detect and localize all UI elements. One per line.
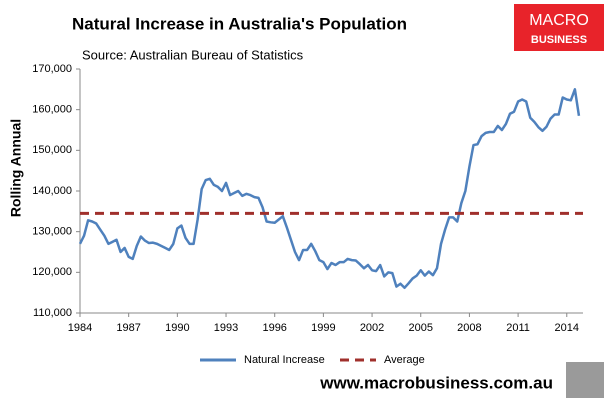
chart-title: Natural Increase in Australia's Populati… (72, 14, 407, 33)
x-tick-label: 1987 (116, 322, 140, 334)
chart-subtitle: Source: Australian Bureau of Statistics (82, 47, 304, 62)
x-tick-label: 1999 (311, 322, 335, 334)
x-tick-label: 2005 (408, 322, 432, 334)
x-tick-label: 2014 (555, 322, 579, 334)
x-tick-label: 1993 (214, 322, 238, 334)
wolf-icon (566, 362, 604, 398)
y-tick-label: 130,000 (32, 226, 72, 238)
x-tick-label: 1996 (262, 322, 286, 334)
legend-label: Average (384, 354, 425, 366)
x-tick-label: 1990 (165, 322, 189, 334)
logo-text: MACRO (529, 12, 589, 29)
y-tick-label: 170,000 (32, 63, 72, 75)
y-tick-label: 140,000 (32, 185, 72, 197)
x-tick-label: 1984 (68, 322, 92, 334)
x-tick-label: 2011 (506, 322, 530, 334)
y-tick-label: 150,000 (32, 144, 72, 156)
y-axis-label: Rolling Annual (8, 119, 24, 217)
y-tick-label: 160,000 (32, 104, 72, 116)
logo-box (514, 4, 604, 51)
x-tick-label: 2008 (457, 322, 481, 334)
logo-text: BUSINESS (531, 34, 587, 46)
footer: www.macrobusiness.com.au (319, 373, 553, 392)
x-tick-label: 2002 (360, 322, 384, 334)
data-line (78, 88, 581, 290)
y-tick-label: 120,000 (32, 266, 72, 278)
y-tick-label: 110,000 (33, 307, 72, 319)
legend-label: Natural Increase (244, 354, 325, 366)
